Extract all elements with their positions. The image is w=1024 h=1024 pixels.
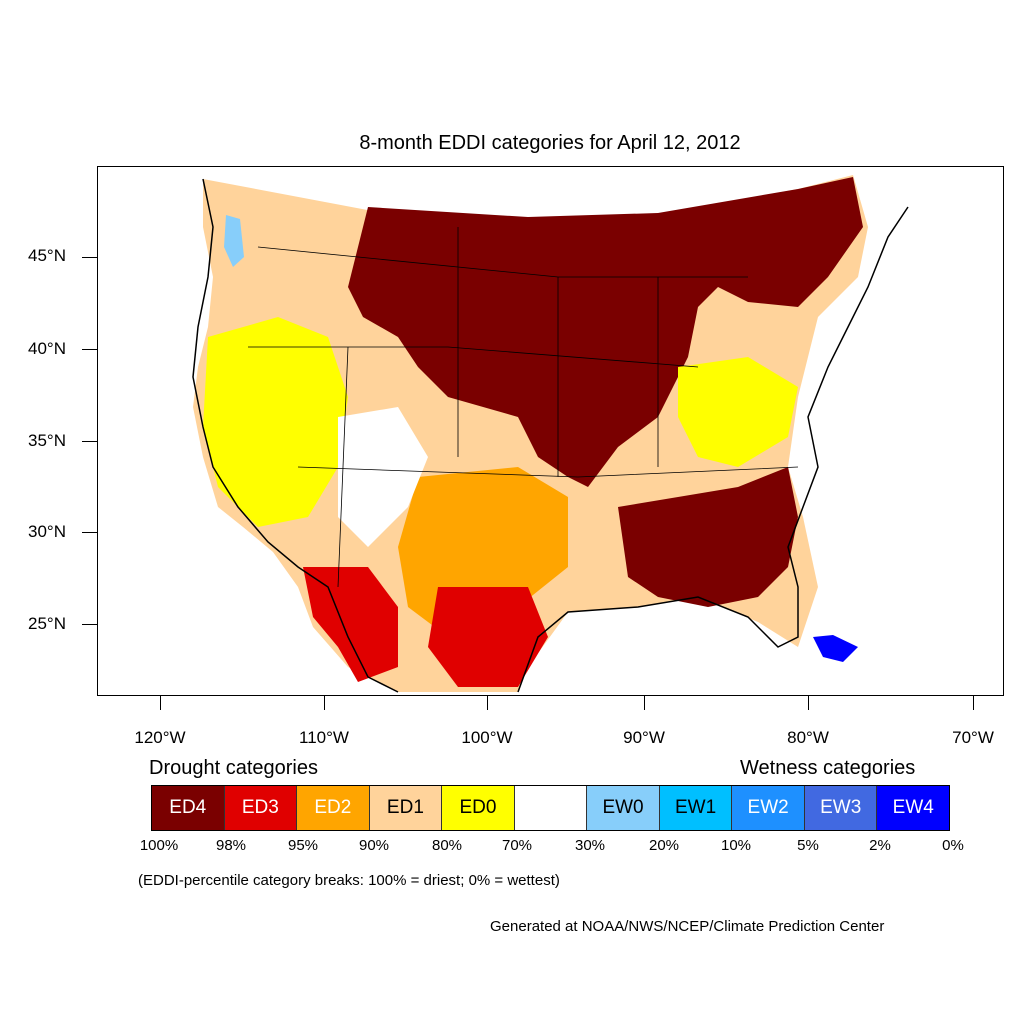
legend-swatch-ew0: EW0 [587, 786, 660, 830]
lat-tick [82, 257, 97, 258]
category-legend-bar: ED4 ED3 ED2 ED1 ED0 EW0 EW1 EW2 EW3 EW4 [151, 785, 950, 831]
moderate-drought-west [203, 317, 348, 527]
break-label: 80% [431, 837, 463, 854]
extreme-drought-southeast [618, 467, 798, 607]
break-label: 90% [358, 837, 390, 854]
us-outline [192, 178, 909, 693]
lat-tick [82, 624, 97, 625]
drought-categories-title: Drought categories [149, 757, 318, 779]
break-label: 100% [139, 837, 179, 854]
lat-tick [82, 532, 97, 533]
break-label: 5% [797, 837, 819, 854]
lat-tick [82, 441, 97, 442]
moderate-drought-ohio-valley [678, 357, 798, 467]
lon-label-80: 80°W [787, 728, 829, 747]
legend-swatch-normal [514, 786, 588, 830]
lat-label-40: 40°N [28, 339, 66, 358]
wetness-categories-title: Wetness categories [740, 757, 916, 779]
break-label: 70% [501, 837, 533, 854]
legend-swatch-ed2: ED2 [297, 786, 370, 830]
extreme-drought-north [348, 177, 863, 487]
lon-tick [808, 696, 809, 710]
break-label: 98% [215, 837, 247, 854]
lat-label-35: 35°N [28, 431, 66, 450]
break-label: 2% [869, 837, 891, 854]
legend-swatch-ew4: EW4 [877, 786, 950, 830]
lat-label-30: 30°N [28, 522, 66, 541]
lon-label-110: 110°W [299, 728, 349, 747]
lon-label-100: 100°W [461, 728, 513, 747]
category-breaks-note: (EDDI-percentile category breaks: 100% =… [138, 872, 560, 889]
lon-label-90: 90°W [623, 728, 665, 747]
wet-patch-northwest [224, 215, 244, 267]
legend-swatch-ed4: ED4 [152, 786, 225, 830]
lon-tick [324, 696, 325, 710]
legend-swatch-ed1: ED1 [369, 786, 443, 830]
legend-swatch-ed0: ED0 [442, 786, 515, 830]
wet-patch-bahamas [813, 635, 858, 662]
lon-tick [160, 696, 161, 710]
credit-line: Generated at NOAA/NWS/NCEP/Climate Predi… [490, 918, 885, 935]
break-label: 20% [648, 837, 680, 854]
lat-label-45: 45°N [28, 246, 66, 265]
map-panel [97, 166, 1004, 696]
lat-tick [82, 349, 97, 350]
legend-swatch-ed3: ED3 [224, 786, 298, 830]
legend-swatch-ew3: EW3 [804, 786, 878, 830]
map-title: 8-month EDDI categories for April 12, 20… [359, 132, 741, 154]
lon-label-120: 120°W [134, 728, 186, 747]
eddi-map [192, 175, 909, 693]
state-borders [248, 227, 799, 588]
lon-tick [973, 696, 974, 710]
lon-tick [487, 696, 488, 710]
extreme-drought-southwest [303, 567, 398, 682]
lat-label-25: 25°N [28, 614, 66, 633]
break-label: 30% [574, 837, 606, 854]
break-label: 95% [287, 837, 319, 854]
lon-label-70: 70°W [952, 728, 994, 747]
lon-tick [644, 696, 645, 710]
legend-swatch-ew1: EW1 [659, 786, 733, 830]
near-normal-west [338, 407, 428, 547]
legend-swatch-ew2: EW2 [732, 786, 805, 830]
break-label: 10% [720, 837, 752, 854]
drought-southern-texas [428, 587, 548, 687]
break-label: 0% [942, 837, 964, 854]
